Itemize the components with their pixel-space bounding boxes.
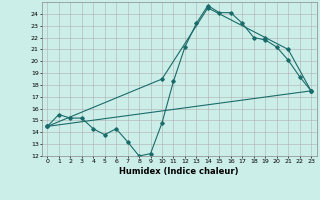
X-axis label: Humidex (Indice chaleur): Humidex (Indice chaleur) [119, 167, 239, 176]
